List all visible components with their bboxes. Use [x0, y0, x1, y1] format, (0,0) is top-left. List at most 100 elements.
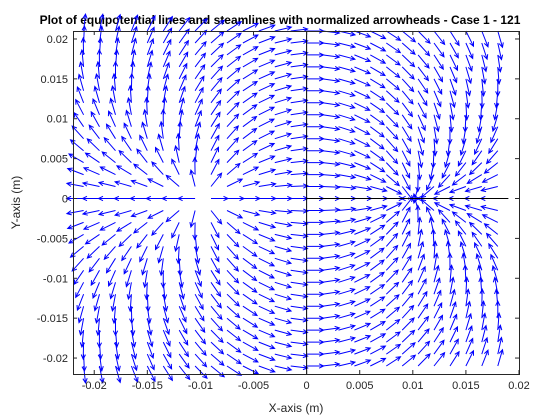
field-arrow-243 — [210, 234, 219, 251]
field-arrow-273 — [226, 222, 241, 235]
field-arrow-474 — [338, 240, 356, 247]
field-arrow-529 — [370, 271, 386, 283]
field-arrow-7 — [75, 282, 85, 299]
field-arrow-118 — [146, 341, 155, 360]
field-arrow-191 — [173, 144, 180, 163]
field-arrow-629 — [417, 126, 425, 144]
field-arrow-601 — [401, 114, 413, 130]
field-arrow-591 — [401, 218, 411, 235]
field-arrow-605 — [401, 66, 415, 80]
field-arrow-767 — [480, 204, 498, 211]
field-arrow-541 — [370, 138, 385, 150]
field-arrow-248 — [210, 158, 220, 175]
field-arrow-575 — [385, 78, 401, 91]
field-arrow-636 — [417, 42, 431, 57]
field-arrow-47 — [86, 138, 100, 152]
field-arrow-751 — [481, 54, 488, 73]
field-arrow-209 — [194, 293, 204, 311]
field-arrow-616 — [417, 265, 426, 283]
field-arrow-112 — [130, 49, 137, 67]
field-arrow-743 — [471, 150, 483, 166]
field-arrow-334 — [258, 181, 277, 188]
field-arrow-24 — [78, 60, 85, 79]
field-arrow-181 — [178, 282, 185, 300]
field-arrow-37 — [90, 270, 100, 287]
field-arrow-567 — [385, 174, 401, 187]
field-arrow-23 — [77, 73, 85, 91]
field-arrow-358 — [274, 245, 293, 253]
field-arrow-270 — [226, 257, 240, 272]
field-arrow-733 — [475, 253, 483, 271]
field-arrow-75 — [101, 151, 116, 163]
field-arrow-335 — [258, 168, 277, 176]
field-arrow-512 — [354, 138, 371, 147]
field-arrow-356 — [274, 269, 293, 277]
field-arrow-609 — [417, 353, 431, 367]
field-arrow-355 — [274, 281, 293, 289]
field-arrow-22 — [76, 85, 85, 103]
field-arrow-295 — [242, 305, 259, 317]
field-arrow-97 — [121, 246, 132, 262]
field-arrow-128 — [132, 222, 148, 234]
field-arrow-649 — [428, 216, 435, 235]
field-arrow-435 — [322, 361, 341, 368]
field-arrow-394 — [290, 158, 309, 164]
field-arrow-548 — [370, 54, 387, 64]
field-arrow-735 — [471, 231, 483, 247]
field-arrow-153 — [160, 270, 166, 289]
field-arrow-323 — [258, 317, 276, 326]
field-arrow-175 — [178, 353, 190, 369]
field-arrow-501 — [354, 262, 371, 271]
field-arrow-451 — [322, 173, 341, 179]
field-arrow-137 — [144, 96, 150, 115]
field-arrow-280 — [226, 125, 240, 140]
field-arrow-116 — [146, 365, 156, 383]
field-arrow-290 — [242, 365, 260, 375]
field-arrow-727 — [481, 324, 488, 343]
field-arrow-698 — [465, 325, 473, 343]
field-arrow-590 — [401, 230, 411, 247]
field-arrow-666 — [433, 30, 446, 46]
field-arrow-281 — [226, 113, 240, 128]
field-arrow-370 — [274, 96, 293, 104]
field-arrow-456 — [322, 114, 341, 120]
field-arrow-498 — [354, 298, 371, 307]
field-arrow-228 — [194, 52, 207, 68]
field-arrow-364 — [274, 169, 293, 176]
field-arrow-524 — [370, 333, 387, 343]
field-arrow-612 — [417, 315, 430, 331]
field-arrow-760 — [492, 276, 499, 295]
field-arrow-441 — [322, 289, 341, 295]
field-arrow-64 — [110, 294, 116, 313]
field-arrow-500 — [354, 274, 371, 283]
field-arrow-634 — [417, 66, 430, 82]
field-arrow-670 — [449, 313, 458, 331]
field-arrow-5 — [77, 306, 85, 324]
field-arrow-509 — [354, 174, 372, 181]
field-arrow-188 — [161, 195, 180, 202]
x-tick-label: 0.02 — [508, 380, 529, 392]
field-arrow-240 — [210, 270, 221, 286]
field-arrow-305 — [242, 180, 261, 187]
field-arrow-725 — [481, 349, 489, 367]
field-arrow-773 — [488, 138, 499, 155]
field-arrow-389 — [290, 220, 309, 227]
field-arrow-400 — [290, 86, 309, 92]
field-arrow-307 — [242, 152, 259, 164]
field-arrow-755 — [497, 336, 504, 355]
field-arrow-80 — [110, 84, 116, 103]
field-arrow-318 — [242, 22, 260, 32]
field-arrow-563 — [385, 210, 401, 223]
field-arrow-277 — [226, 162, 241, 175]
field-arrow-74 — [99, 166, 116, 176]
field-arrow-331 — [258, 221, 277, 229]
field-arrow-645 — [433, 264, 440, 283]
field-arrow-450 — [322, 184, 341, 190]
field-arrow-643 — [433, 289, 442, 307]
field-arrow-556 — [385, 294, 400, 307]
field-arrow-88 — [130, 353, 138, 372]
field-arrow-105 — [121, 135, 132, 151]
field-arrow-163 — [157, 133, 164, 151]
field-arrow-208 — [194, 305, 205, 322]
field-arrow-132 — [132, 163, 148, 175]
